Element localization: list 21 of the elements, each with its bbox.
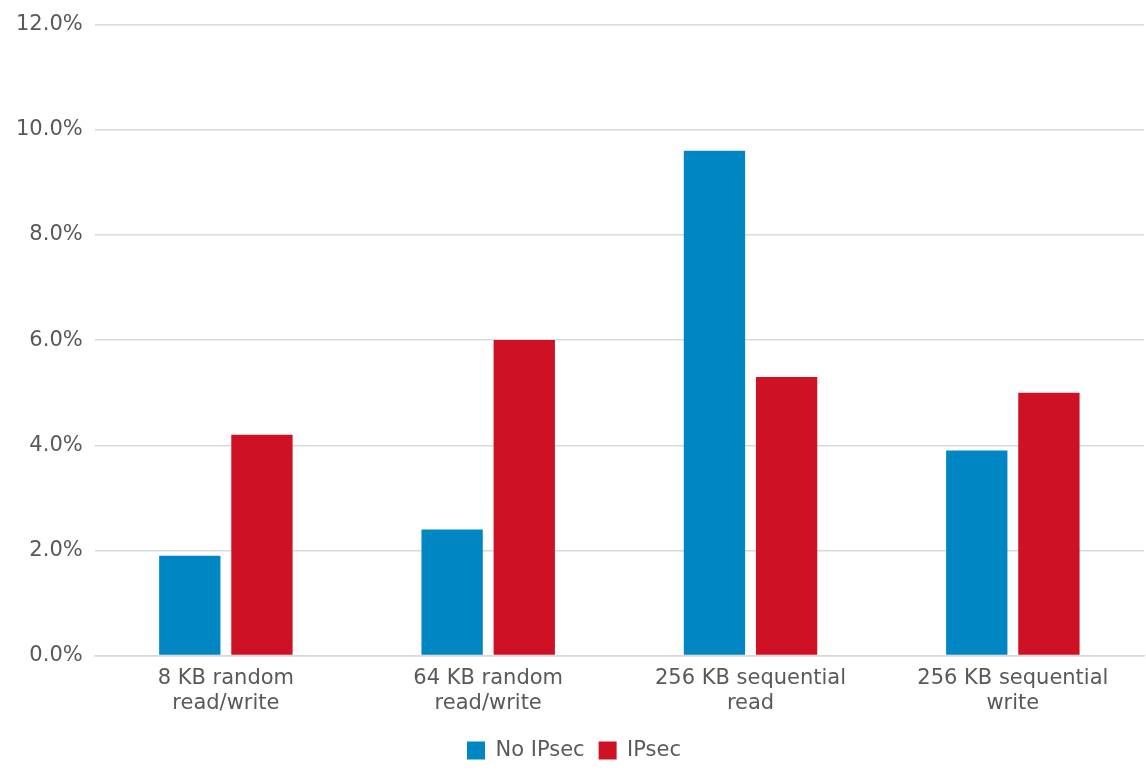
y-tick-label: 8.0% (29, 221, 83, 246)
bar (159, 555, 221, 655)
y-tick-label: 6.0% (29, 326, 83, 351)
x-tick-label: 256 KB sequential read (654, 664, 847, 714)
bar (231, 434, 293, 655)
legend-label: IPsec (627, 736, 682, 761)
y-tick-label: 10.0% (15, 116, 83, 141)
x-tick-label: 64 KB random read/write (413, 664, 564, 714)
x-tick-label: 256 KB sequential write (917, 664, 1109, 714)
bar (755, 376, 818, 655)
x-tick-label: 8 KB random read/write (157, 664, 295, 714)
legend-label: No IPsec (495, 736, 585, 761)
bar (1018, 392, 1080, 655)
bar (946, 450, 1008, 655)
bar (493, 340, 555, 655)
y-tick-label: 4.0% (29, 431, 83, 456)
y-tick-label: 0.0% (29, 642, 83, 667)
bar (683, 150, 746, 655)
y-tick-label: 2.0% (29, 536, 83, 561)
y-tick-label: 12.0% (15, 11, 83, 36)
bar (421, 529, 483, 655)
